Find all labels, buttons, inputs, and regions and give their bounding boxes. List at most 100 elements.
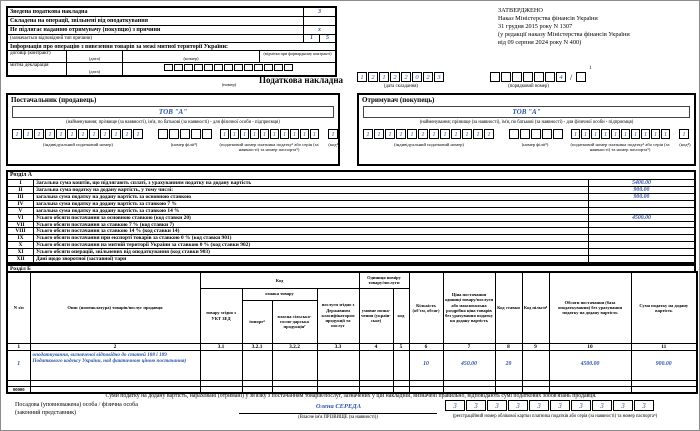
digit-box[interactable] [169,129,179,139]
digit-box[interactable]: 3 [487,400,507,411]
row-value[interactable]: 900.00 [633,186,650,193]
digit-box[interactable] [542,129,552,139]
digit-box[interactable] [184,64,193,71]
digit-box[interactable]: 1 [250,129,259,139]
digit-box[interactable]: 1 [67,129,77,139]
row-value[interactable] [589,222,694,228]
digit-box[interactable]: 1 [328,129,338,139]
supplier-name-field[interactable]: ТОВ "А" [12,106,334,118]
item-volume[interactable]: 4500.00 [548,349,632,381]
digit-box[interactable]: 1 [34,129,44,139]
empty-cell[interactable] [29,385,201,393]
row-value[interactable]: 900.00 [633,193,650,200]
digit-box[interactable]: 1 [78,129,88,139]
item-vat[interactable]: 900.00 [630,349,698,381]
item-import[interactable] [241,349,273,381]
customs-date-field[interactable]: (дата) [66,63,122,75]
digit-box[interactable]: 3 [571,400,591,411]
digit-box[interactable]: 2 [368,72,378,82]
digit-box[interactable] [545,72,555,82]
row-value[interactable]: 5400.00 [632,180,651,186]
empty-cell[interactable] [630,379,698,387]
digit-box[interactable] [191,129,201,139]
item-ukt[interactable] [199,349,243,381]
digit-box[interactable]: 1 [230,129,239,139]
digit-box[interactable] [204,64,213,71]
item-description[interactable]: оподаткування, визначеної відповідно до … [29,349,201,381]
digit-box[interactable]: 1 [440,129,450,139]
item-unit-code[interactable] [392,349,410,381]
digit-box[interactable]: 1 [357,72,367,82]
digit-box[interactable]: 0 [412,72,422,82]
digit-box[interactable]: 1 [621,129,630,139]
row-value[interactable] [589,249,694,255]
digit-box[interactable]: 1 [473,129,483,139]
contract-date-field[interactable]: (дата) [66,51,122,62]
digit-box[interactable] [501,72,511,82]
digit-box[interactable]: 1 [111,129,121,139]
digit-box[interactable]: 3 [529,400,549,411]
digit-box[interactable] [534,72,544,82]
empty-cell[interactable] [521,385,550,393]
digit-box[interactable]: 1 [651,129,660,139]
digit-box[interactable]: 1 [220,129,229,139]
signature-name-field[interactable]: Олена СЕРЕДА [315,403,362,410]
digit-box[interactable]: 1 [429,129,439,139]
row-value[interactable] [589,235,694,241]
digit-box[interactable]: 1 [451,129,461,139]
empty-cell[interactable] [408,385,444,393]
digit-box[interactable] [202,129,212,139]
item-price[interactable]: 450.00 [442,349,496,381]
digit-box[interactable]: 1 [631,129,640,139]
empty-cell[interactable] [548,385,632,393]
digit-box[interactable]: 1 [23,129,33,139]
empty-cell[interactable] [199,385,243,393]
digit-box[interactable] [214,64,223,71]
digit-box[interactable]: 1 [45,129,55,139]
digit-box[interactable] [224,64,233,71]
item-agro[interactable] [271,349,318,381]
digit-box[interactable]: 1 [310,129,319,139]
digit-box[interactable]: 1 [379,72,389,82]
empty-cell[interactable] [630,385,698,393]
digit-box[interactable] [164,64,173,71]
digit-box[interactable]: 1 [581,129,590,139]
digit-box[interactable] [523,72,533,82]
digit-box[interactable]: 1 [363,129,373,139]
digit-box[interactable]: 3 [466,400,486,411]
digit-box[interactable] [180,129,190,139]
digit-box[interactable]: 3 [434,72,444,82]
buyer-name-field[interactable]: ТОВ "А" [363,106,690,118]
row-value[interactable] [589,208,694,214]
empty-cell[interactable] [271,385,318,393]
item-benefit[interactable] [521,349,550,381]
digit-box[interactable]: 1 [396,129,406,139]
contract-number-field[interactable]: (номер) [122,51,259,62]
row-value[interactable] [589,228,694,234]
item-n[interactable]: 1 [6,349,31,381]
digit-box[interactable]: 1 [280,129,289,139]
digit-box[interactable]: 2 [423,72,433,82]
digit-box[interactable]: 1 [407,129,417,139]
empty-cell[interactable] [392,385,410,393]
exempt-mark-field[interactable] [303,17,335,25]
digit-box[interactable] [490,72,500,82]
digit-box[interactable]: 3 [445,400,465,411]
digit-box[interactable]: 1 [260,129,269,139]
digit-box[interactable]: 1 [122,129,132,139]
digit-box[interactable] [509,129,519,139]
digit-box[interactable]: 1 [89,129,99,139]
empty-cell[interactable] [241,385,273,393]
row-value[interactable] [589,256,694,262]
item-dkpp[interactable] [316,349,360,381]
reason-type-digit-2[interactable]: 5 [319,35,335,42]
item-unit-name[interactable] [358,349,394,381]
digit-box[interactable]: 1 [240,129,249,139]
digit-box[interactable]: 1 [462,129,472,139]
row-value[interactable] [589,201,694,207]
digit-box[interactable] [284,64,293,71]
digit-box[interactable]: 3 [634,400,654,411]
digit-box[interactable]: 1 [270,129,279,139]
digit-box[interactable]: 4 [556,72,566,82]
digit-box[interactable]: 1 [591,129,600,139]
